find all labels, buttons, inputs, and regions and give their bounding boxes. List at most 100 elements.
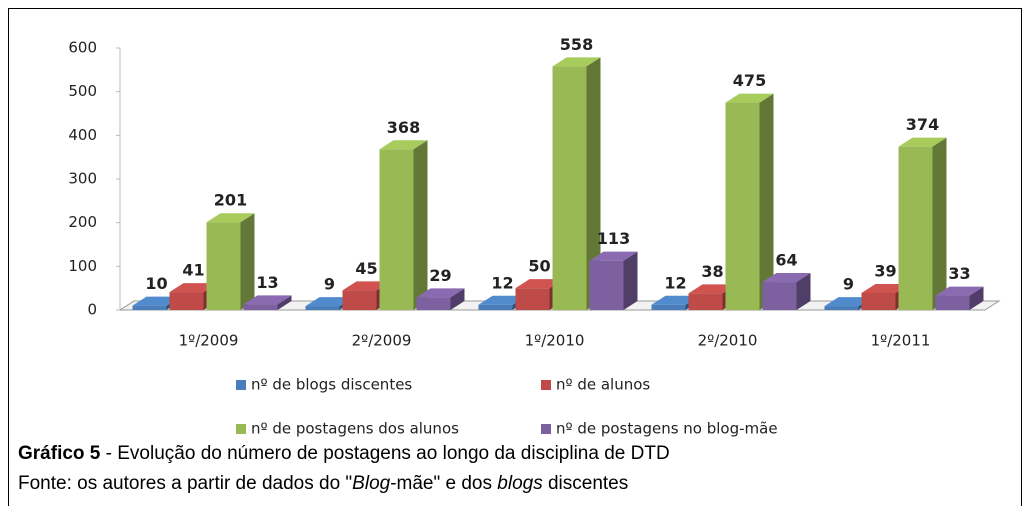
bar-top — [589, 251, 638, 261]
legend-label: nº de blogs discentes — [251, 376, 412, 394]
caption-source: Fonte: os autores a partir de dados do "… — [18, 473, 628, 495]
data-label: 9 — [843, 275, 854, 294]
bar-top — [898, 137, 947, 147]
data-label: 50 — [528, 257, 550, 276]
bar-top — [416, 288, 465, 298]
bar-top — [688, 284, 737, 294]
bar — [379, 149, 414, 310]
y-tick-label: 400 — [68, 126, 97, 144]
data-label: 64 — [775, 251, 797, 270]
data-label: 10 — [145, 274, 167, 293]
legend-label: nº de postagens dos alunos — [251, 420, 459, 438]
bar — [169, 292, 204, 310]
data-label: 45 — [355, 259, 377, 278]
source-part: -mãe" e dos — [390, 473, 498, 494]
bar-top — [725, 93, 774, 103]
bar-top — [651, 295, 700, 305]
bar — [725, 102, 760, 310]
caption-label: Gráfico 5 — [18, 443, 101, 464]
data-label: 201 — [214, 191, 247, 210]
data-label: 113 — [597, 229, 630, 248]
data-label: 9 — [324, 275, 335, 294]
bar-side — [240, 213, 255, 310]
x-tick-label: 1º/2011 — [871, 332, 931, 350]
x-tick-label: 1º/2010 — [525, 332, 585, 350]
bar — [824, 306, 859, 310]
bar-top — [824, 297, 873, 307]
y-tick-label: 300 — [68, 170, 97, 188]
data-label: 33 — [948, 264, 970, 283]
bar — [552, 66, 587, 310]
bar — [935, 295, 970, 310]
bar-top — [478, 295, 527, 305]
y-tick-label: 600 — [68, 39, 97, 57]
bar — [861, 292, 896, 310]
bar — [132, 305, 167, 310]
caption-text: - Evolução do número de postagens ao lon… — [100, 443, 670, 464]
bar-top — [342, 281, 391, 291]
bar — [342, 290, 377, 310]
bar-side — [759, 93, 774, 310]
data-label: 558 — [560, 35, 593, 54]
y-tick-label: 0 — [87, 301, 97, 319]
bar-top — [169, 283, 218, 293]
source-part: Blog — [352, 473, 391, 494]
bar-top — [861, 283, 910, 293]
bar-side — [277, 295, 292, 310]
bar-top — [762, 273, 811, 283]
bar — [688, 293, 723, 310]
legend-label: nº de postagens no blog-mãe — [556, 420, 778, 438]
legend-swatch — [541, 424, 551, 434]
bar-top — [132, 296, 181, 306]
bar-side — [796, 273, 811, 310]
bar — [589, 260, 624, 310]
y-tick-label: 200 — [68, 213, 97, 231]
bar — [206, 222, 241, 310]
bar-side — [413, 140, 428, 310]
x-tick-label: 2º/2010 — [698, 332, 758, 350]
bar — [305, 306, 340, 310]
data-label: 12 — [664, 273, 686, 292]
data-label: 13 — [256, 273, 278, 292]
bar-side — [969, 286, 984, 310]
bar — [515, 288, 550, 310]
source-part: discentes — [542, 473, 629, 494]
bar — [762, 282, 797, 310]
caption-title: Gráfico 5 - Evolução do número de postag… — [18, 443, 670, 465]
legend-label: nº de alunos — [556, 376, 650, 394]
bar — [416, 297, 451, 310]
bar-top — [515, 279, 564, 289]
bar-side — [450, 288, 465, 310]
bar — [243, 304, 278, 310]
legend-swatch — [236, 424, 246, 434]
data-label: 12 — [491, 273, 513, 292]
data-label: 41 — [182, 261, 204, 280]
data-label: 38 — [701, 262, 723, 281]
bar-side — [623, 251, 638, 310]
bar-side — [586, 57, 601, 311]
bar — [898, 146, 933, 310]
y-tick-label: 100 — [68, 257, 97, 275]
bar-side — [932, 137, 947, 310]
data-label: 368 — [387, 118, 420, 137]
x-tick-label: 1º/2009 — [179, 332, 239, 350]
bar-top — [935, 286, 984, 296]
y-tick-label: 500 — [68, 82, 97, 100]
frame — [8, 8, 1022, 506]
source-part: Fonte: os autores a partir de dados do " — [18, 473, 353, 494]
legend-swatch — [541, 380, 551, 390]
source-part: blogs — [497, 473, 543, 494]
bar-top — [305, 297, 354, 307]
data-label: 39 — [874, 261, 896, 280]
bar-top — [206, 213, 255, 223]
data-label: 374 — [906, 115, 939, 134]
bar-top — [379, 140, 428, 150]
x-tick-label: 2º/2009 — [352, 332, 412, 350]
data-label: 29 — [429, 266, 451, 285]
data-label: 475 — [733, 71, 766, 90]
bar — [478, 304, 513, 310]
bar-top — [552, 57, 601, 67]
legend-swatch — [236, 380, 246, 390]
